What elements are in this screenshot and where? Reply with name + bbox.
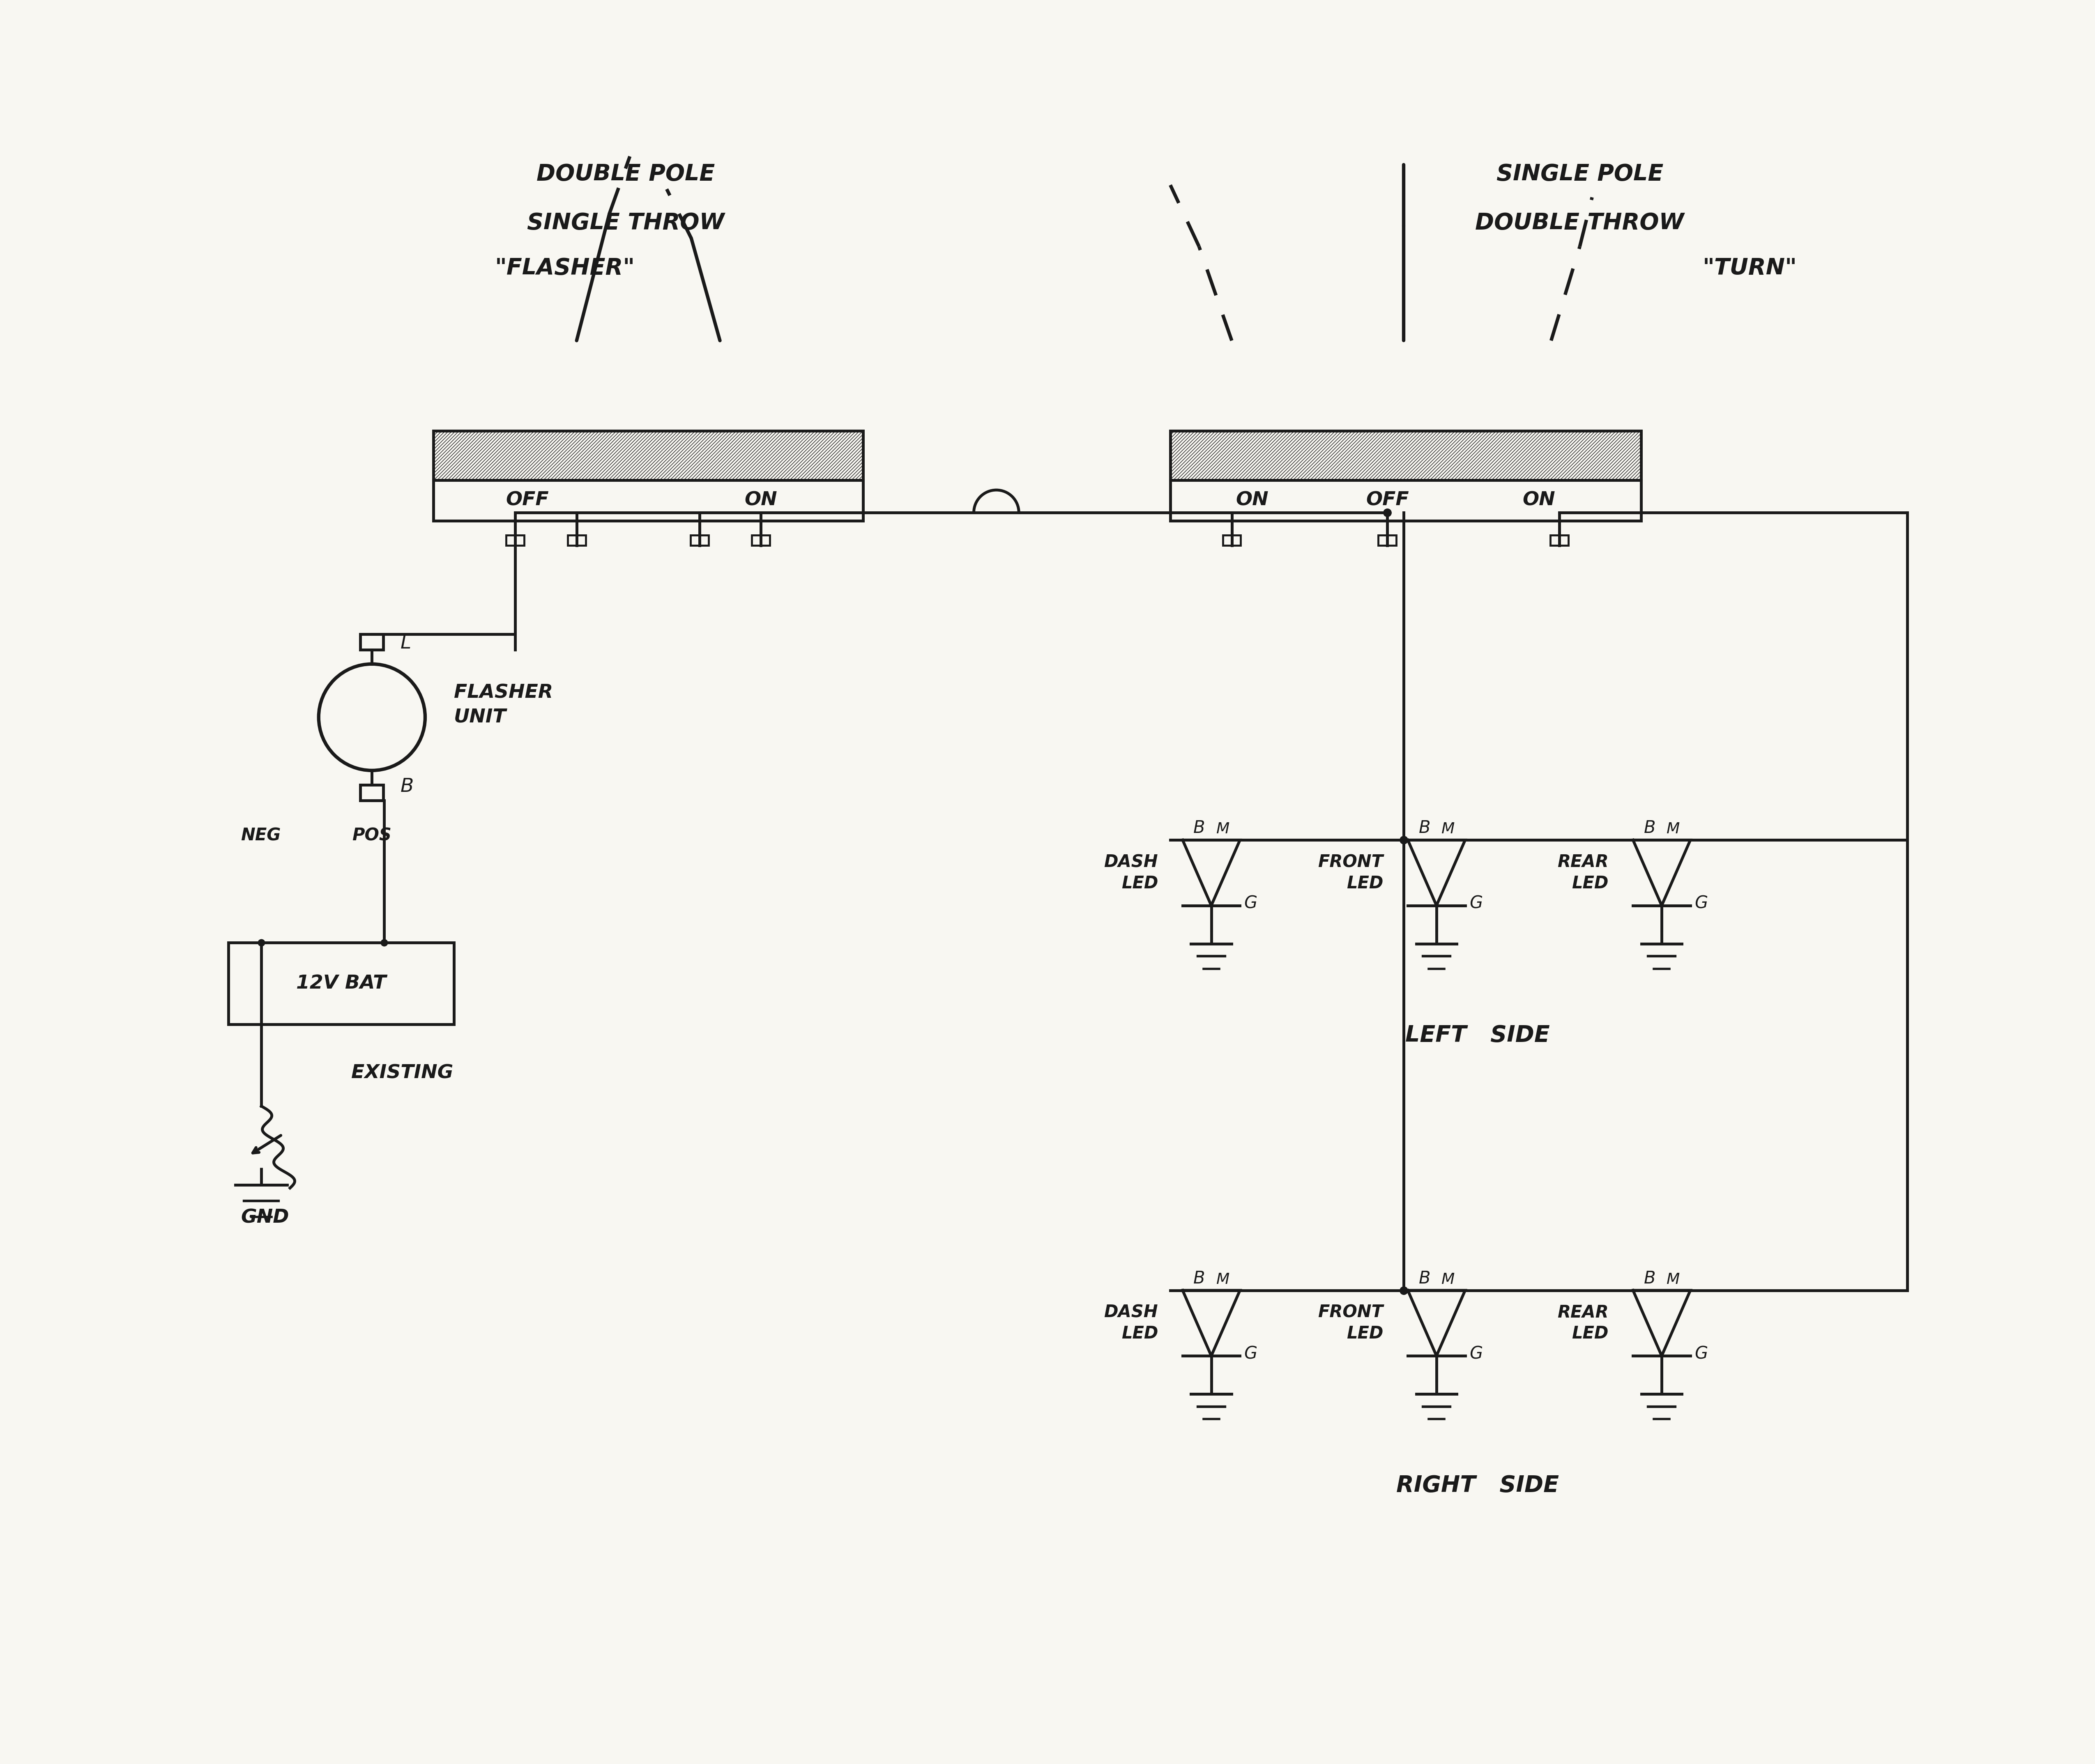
Text: G: G — [1695, 1346, 1707, 1362]
Text: G: G — [1469, 894, 1483, 912]
Bar — [434, 480, 863, 520]
Text: G: G — [1244, 1346, 1257, 1362]
Text: GND: GND — [241, 1208, 289, 1228]
Bar — [434, 430, 863, 480]
Bar — [507, 534, 524, 545]
Bar — [568, 534, 587, 545]
Bar — [1379, 534, 1397, 545]
Text: B: B — [1645, 820, 1655, 836]
Text: FRONT
LED: FRONT LED — [1318, 1304, 1383, 1342]
Text: DASH
LED: DASH LED — [1104, 854, 1159, 893]
Text: LEFT   SIDE: LEFT SIDE — [1406, 1025, 1550, 1046]
Bar — [1171, 480, 1640, 520]
Text: B: B — [1418, 820, 1431, 836]
Bar — [1171, 430, 1640, 480]
Text: B: B — [1645, 1270, 1655, 1288]
Text: L: L — [400, 635, 411, 653]
Text: G: G — [1244, 894, 1257, 912]
Text: REAR
LED: REAR LED — [1557, 1304, 1609, 1342]
Text: G: G — [1469, 1346, 1483, 1362]
Text: M: M — [1441, 822, 1454, 836]
Text: "TURN": "TURN" — [1703, 258, 1798, 279]
Text: DASH
LED: DASH LED — [1104, 1304, 1159, 1342]
Text: FLASHER
UNIT: FLASHER UNIT — [455, 684, 553, 727]
Text: ON: ON — [744, 490, 777, 510]
Text: B: B — [1194, 1270, 1205, 1288]
Text: SINGLE POLE: SINGLE POLE — [1496, 162, 1663, 185]
Text: EXISTING: EXISTING — [352, 1064, 453, 1083]
Bar — [1223, 534, 1240, 545]
Text: SINGLE THROW: SINGLE THROW — [528, 212, 725, 235]
Text: M: M — [1217, 1272, 1230, 1288]
Text: POS: POS — [352, 827, 392, 845]
Bar — [1550, 534, 1569, 545]
Text: OFF: OFF — [507, 490, 549, 510]
Text: B: B — [1418, 1270, 1431, 1288]
Text: FRONT
LED: FRONT LED — [1318, 854, 1383, 893]
Text: DOUBLE THROW: DOUBLE THROW — [1475, 212, 1684, 235]
Text: OFF: OFF — [1366, 490, 1408, 510]
Bar — [228, 942, 455, 1025]
Text: RIGHT   SIDE: RIGHT SIDE — [1395, 1475, 1559, 1498]
Text: M: M — [1441, 1272, 1454, 1288]
Text: M: M — [1668, 1272, 1680, 1288]
Text: ON: ON — [1236, 490, 1270, 510]
Text: B: B — [400, 778, 415, 796]
Text: M: M — [1668, 822, 1680, 836]
Bar — [360, 633, 383, 649]
Bar — [360, 785, 383, 801]
Text: DOUBLE POLE: DOUBLE POLE — [536, 162, 714, 185]
Text: NEG: NEG — [241, 827, 281, 845]
Text: REAR
LED: REAR LED — [1557, 854, 1609, 893]
Text: B: B — [1194, 820, 1205, 836]
Text: M: M — [1217, 822, 1230, 836]
Text: "FLASHER": "FLASHER" — [494, 258, 635, 279]
Bar — [691, 534, 708, 545]
Bar — [752, 534, 769, 545]
Text: G: G — [1695, 894, 1707, 912]
Text: ON: ON — [1523, 490, 1554, 510]
Text: 12V BAT: 12V BAT — [295, 974, 385, 993]
